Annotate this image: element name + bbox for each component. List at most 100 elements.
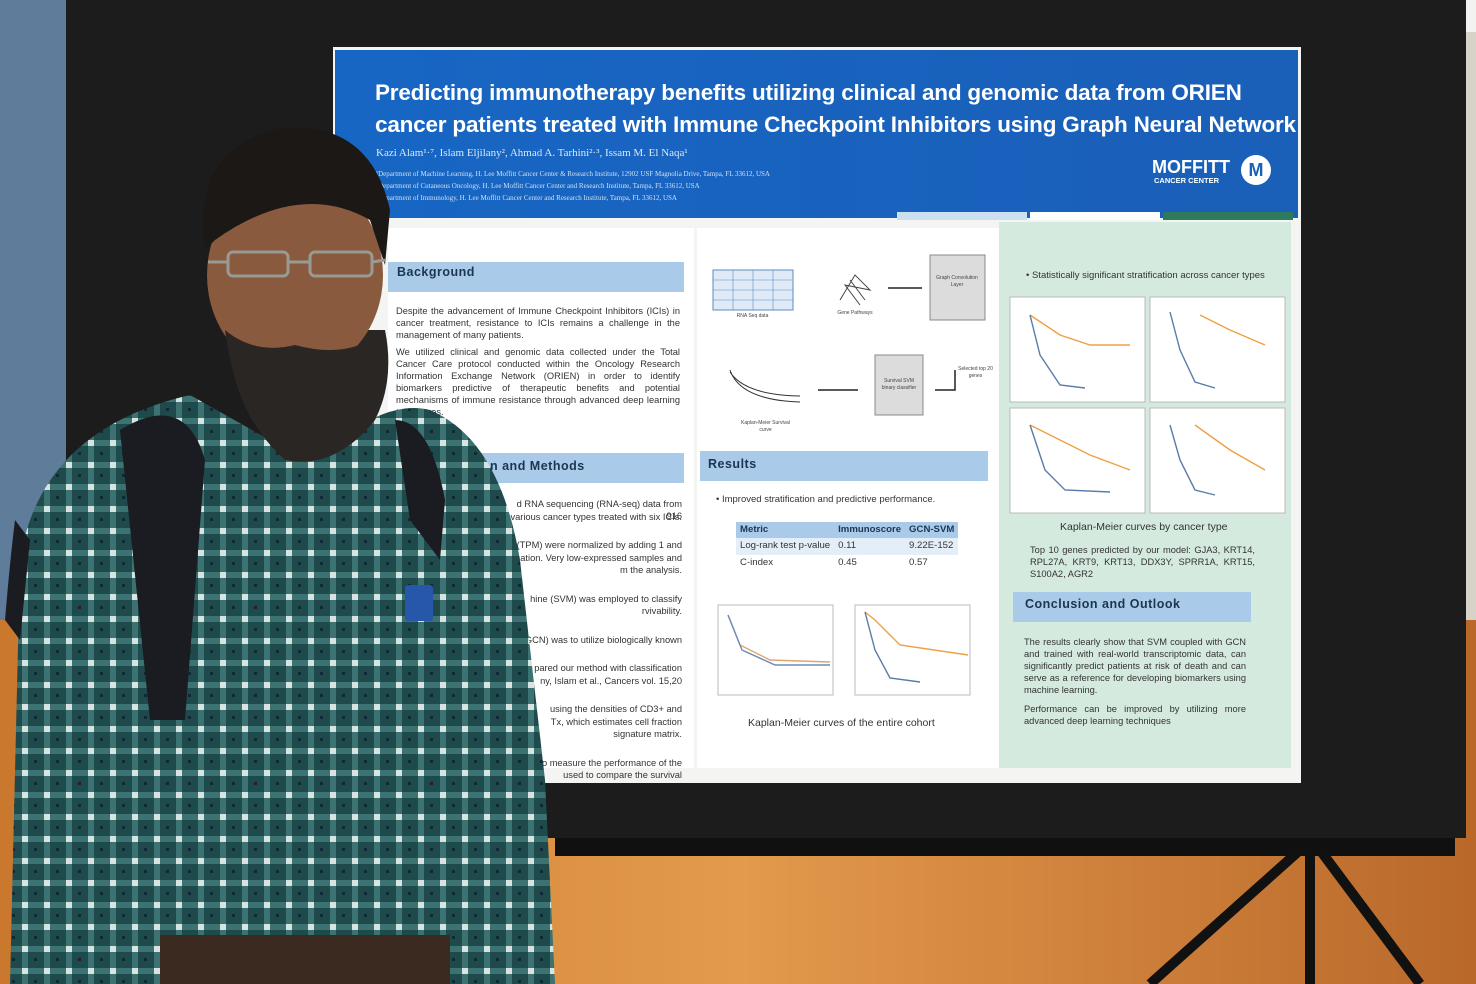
shirt: [10, 395, 555, 984]
km-curves: [727, 311, 1266, 683]
diagram-label: Graph Convolution Layer: [936, 275, 978, 288]
backpack: [5, 520, 30, 640]
table-cell: 0.45: [838, 556, 857, 568]
affiliation: ¹Department of Machine Learning, H. Lee …: [376, 170, 770, 178]
methods-line: s (TPM) were normalized by adding 1 and: [509, 540, 682, 550]
curve: [1029, 314, 1086, 389]
bullet: The results clearly show that SVM couple…: [1024, 637, 1246, 696]
methods-line: o measure the performance of the: [541, 757, 682, 768]
methods-line: pared our method with classification: [534, 663, 682, 673]
methods-line: m the analysis.: [619, 565, 682, 575]
methods-line: various cancer types treated with six IC…: [510, 511, 682, 522]
diagram-grid: [713, 270, 793, 310]
curve: [1029, 424, 1131, 471]
badge: [405, 585, 433, 621]
stand-legs: [1146, 846, 1425, 984]
bullet: Despite the advancement of Immune Checkp…: [396, 306, 680, 341]
methods-line: Tx, which estimates cell fraction: [550, 716, 682, 727]
methods-line: d RNA sequencing (RNA-seq) data from 916: [516, 499, 682, 522]
diagram-label: Selected top 20 genes: [958, 366, 993, 379]
diagram-label: Gene Pathways: [837, 310, 873, 316]
caption: Kaplan-Meier curves of the entire cohort: [748, 717, 935, 729]
stripe: [1163, 212, 1293, 220]
diagram-layer: [929, 254, 986, 321]
curve: [864, 611, 921, 683]
poster-title: cancer patients treated with Immune Chec…: [375, 112, 1296, 137]
table-header: Metric Immunoscore GCN-SVM: [736, 522, 959, 539]
curve: [864, 611, 969, 656]
table-cell: C-index: [740, 556, 774, 568]
table-cell: Log-rank test p-value: [736, 538, 835, 555]
logo-m: M: [1249, 160, 1264, 180]
arrow: [935, 370, 956, 391]
face: [207, 175, 383, 375]
curve: [1029, 424, 1111, 493]
methods-line: hine (SVM) was employed to classify: [530, 593, 682, 604]
table-row: Log-rank test p-value 0.11 9.22E-152: [736, 538, 959, 555]
diagram-km: [729, 369, 801, 403]
logo-name: MOFFITT: [1152, 157, 1230, 177]
methods-line: rmation. Very low-expressed samples and: [509, 552, 682, 563]
bullet: Top 10 genes predicted by our model: GJA…: [1030, 545, 1255, 580]
logo-subtitle: CANCER CENTER: [1154, 176, 1220, 185]
diagram-graph: [839, 274, 872, 306]
curve: [727, 614, 830, 666]
methods-line: rvivability.: [641, 606, 682, 616]
board-base: [555, 838, 1455, 856]
backpack-strap: [120, 415, 205, 720]
methods-line: used to compare the survival: [563, 770, 682, 780]
section-heading: Results: [708, 457, 757, 471]
logo-mark: [1241, 155, 1271, 185]
bullet: Performance can be improved by utilizing…: [1024, 704, 1246, 727]
curve: [1029, 314, 1130, 346]
poster-header: [335, 50, 1298, 218]
diagram-label: Kaplan-Meier Survival curve: [741, 420, 790, 433]
bullet-text: Improved stratification and predictive p…: [721, 494, 936, 505]
affiliation: ³Department of Immunology, H. Lee Moffit…: [376, 194, 677, 202]
bullet-text: Statistically significant stratification…: [1031, 270, 1265, 281]
stripe: [1030, 212, 1160, 220]
curve: [1194, 424, 1266, 471]
hair: [202, 127, 390, 265]
table-header-cell: Immunoscore: [834, 522, 906, 539]
section-heading: Conclusion and Outlook: [1025, 597, 1181, 611]
diagram-label: RNA Seq data: [736, 313, 769, 319]
heading-bar: [388, 262, 684, 292]
caption: Kaplan-Meier curves by cancer type: [1060, 521, 1228, 533]
beard: [225, 330, 385, 455]
table-cell: 9.22E-152: [905, 538, 959, 555]
methods-line: GCN) was to utilize biologically known: [524, 634, 682, 645]
poster-title: Predicting immunotherapy benefits utiliz…: [375, 80, 1242, 105]
glasses-frame: [208, 258, 386, 264]
methods-line: signature matrix.: [613, 729, 682, 739]
authors: Kazi Alam¹·⁷, Islam Eljilany², Ahmad A. …: [376, 147, 688, 159]
table-cell: 0.11: [834, 538, 906, 555]
diagram-svm: [874, 354, 924, 416]
backpack-strap: [395, 420, 445, 560]
diagram-label: Survival SVM binary classifier: [881, 378, 917, 391]
plot: [1009, 296, 1146, 403]
bullet: • Statistically significant stratificati…: [1026, 270, 1265, 281]
section-heading: n and Methods: [490, 459, 585, 473]
table-header-cell: Metric: [736, 522, 835, 539]
belt: [160, 935, 450, 984]
heading-bar: [700, 451, 988, 481]
methods-line: using the densities of CD3+ and: [549, 704, 682, 714]
glasses: [226, 250, 290, 278]
affiliation: ²Department of Cutaneous Oncology, H. Le…: [376, 182, 700, 190]
curve: [1199, 314, 1266, 346]
bullet: • Improved stratification and predictive…: [716, 494, 936, 505]
curve: [1169, 424, 1216, 496]
heading-bar: [1013, 592, 1251, 622]
curve: [1169, 311, 1216, 389]
plot: [1149, 296, 1286, 403]
results-table: Metric Immunoscore GCN-SVM Log-rank test…: [736, 522, 959, 571]
table-header-cell: GCN-SVM: [905, 522, 959, 539]
plot: [1149, 407, 1286, 514]
table-row: C-index 0.45 0.57: [736, 555, 958, 571]
stripe: [897, 212, 1027, 220]
methods-line: ny, Islam et al., Cancers vol. 15,20: [540, 675, 682, 686]
table-cell: 0.57: [909, 556, 928, 568]
